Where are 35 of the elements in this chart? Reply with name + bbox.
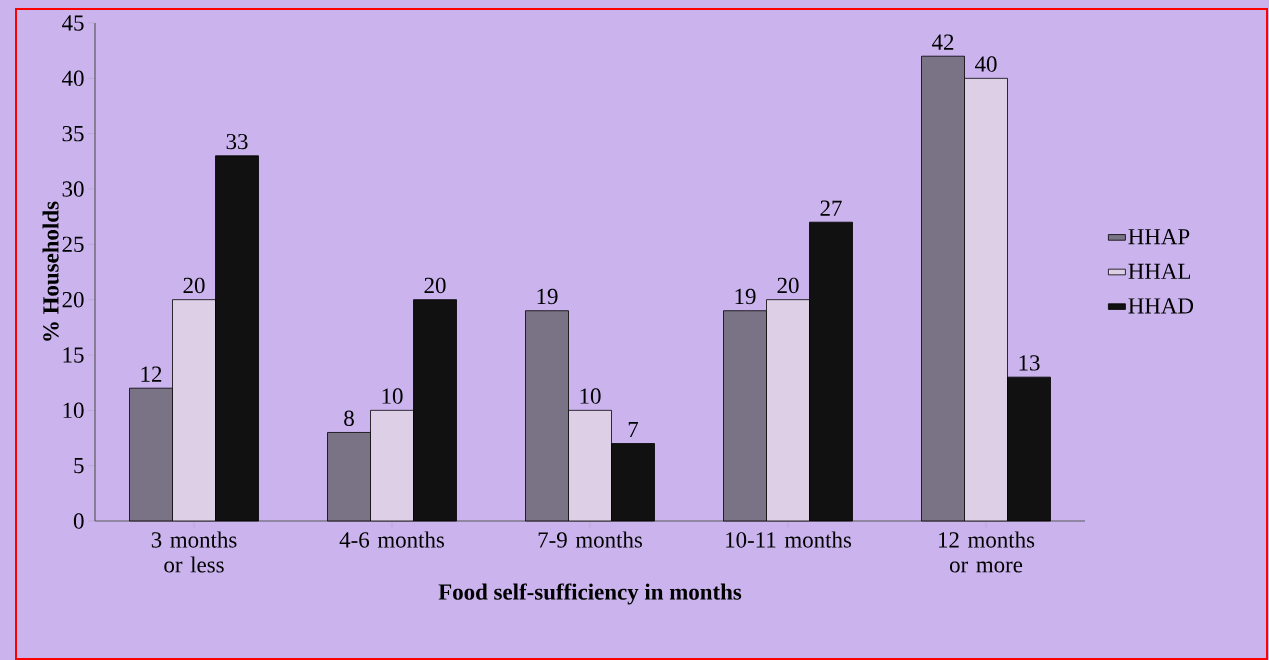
- data-label: 13: [1019, 355, 1040, 371]
- data-label: 7: [628, 422, 639, 438]
- data-label: 42: [932, 34, 954, 50]
- x-tick-label: 12 months or more: [939, 531, 1035, 573]
- y-tick-label: 15: [63, 347, 84, 363]
- y-tick-label: 45: [62, 15, 84, 31]
- y-tick-label: 30: [62, 181, 84, 197]
- y-tick-label: 0: [73, 513, 84, 529]
- y-tick-label: 10: [63, 402, 84, 419]
- x-tick-label: 4-6 months: [339, 531, 445, 548]
- data-label: 20: [183, 277, 205, 294]
- data-label: 33: [226, 133, 248, 150]
- y-tick-label: 20: [62, 291, 84, 308]
- y-axis-title: % Households: [42, 201, 59, 341]
- x-tick-label: 10-11 months: [726, 531, 852, 548]
- y-tick-label: 35: [62, 125, 84, 142]
- x-axis-title: Food self-sufficiency in months: [438, 583, 742, 605]
- data-label: 10: [382, 388, 403, 404]
- legend-label: HHAL: [1128, 263, 1191, 279]
- data-label: 27: [820, 200, 842, 216]
- x-tick-label: 7-9 months: [538, 531, 643, 548]
- y-tick-label: 25: [62, 236, 84, 253]
- legend-label: HHAP: [1128, 229, 1190, 245]
- y-tick-label: 5: [74, 458, 84, 474]
- data-label: 8: [344, 410, 354, 426]
- legend-label: HHAD: [1128, 298, 1194, 314]
- data-label: 10: [580, 388, 601, 404]
- y-tick-label: 40: [62, 70, 84, 87]
- data-label: 40: [975, 56, 997, 72]
- data-label: 20: [777, 277, 799, 294]
- data-label: 19: [537, 288, 558, 305]
- x-tick-label: 3 months or less: [151, 531, 237, 573]
- data-label: 19: [735, 288, 756, 305]
- data-label: 20: [424, 277, 446, 294]
- data-label: 12: [141, 366, 162, 382]
